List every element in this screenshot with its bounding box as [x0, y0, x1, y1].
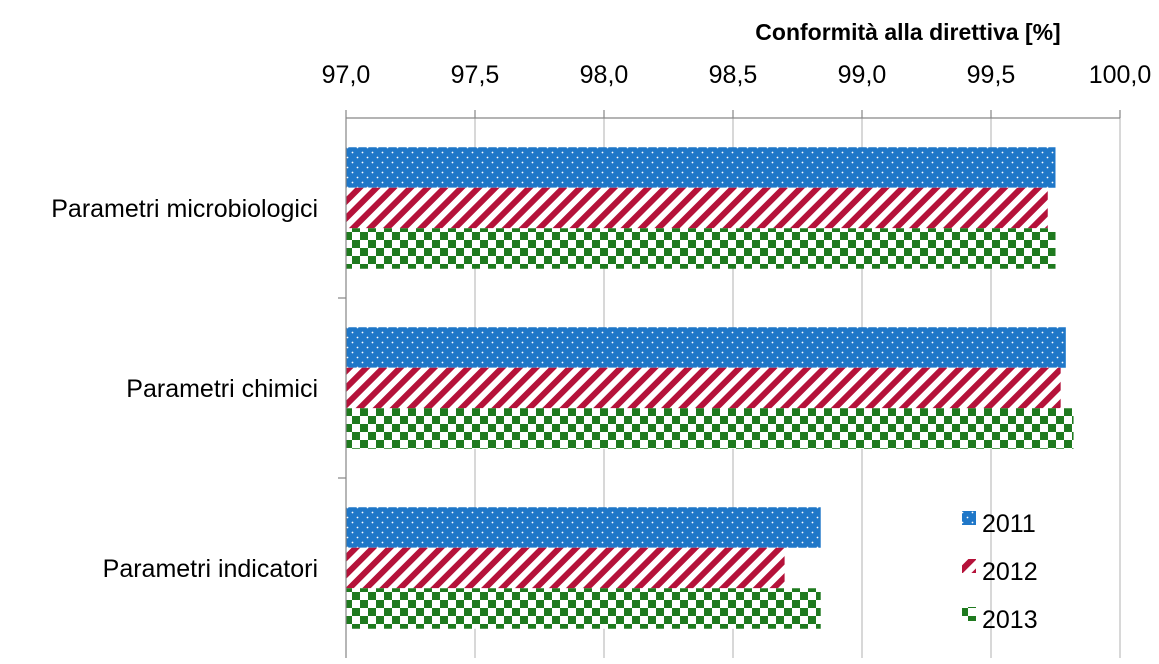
- legend-swatch-2011: [962, 511, 976, 525]
- legend-label: 2013: [982, 606, 1038, 634]
- x-tick-label: 97,5: [451, 61, 500, 89]
- bar-2011-2: [346, 507, 821, 548]
- bar-2011-0: [346, 147, 1056, 188]
- legend-label: 2011: [982, 510, 1036, 538]
- legend-label: 2012: [982, 558, 1038, 586]
- bar-2013-1: [346, 408, 1074, 449]
- category-label: Parametri chimici: [126, 375, 318, 403]
- category-label: Parametri microbiologici: [51, 195, 318, 223]
- x-tick-label: 98,5: [709, 61, 758, 89]
- category-label: Parametri indicatori: [103, 555, 318, 583]
- bar-2013-2: [346, 588, 821, 629]
- bar-2012-0: [346, 187, 1048, 229]
- x-tick-label: 99,5: [967, 61, 1016, 89]
- bar-2011-1: [346, 327, 1066, 368]
- axes: [338, 110, 1121, 658]
- legend: 2011 2012 2013: [962, 510, 1038, 634]
- x-tick-label: 99,0: [838, 61, 887, 89]
- legend-swatch-2012: [962, 559, 976, 573]
- bar-2012-2: [346, 547, 785, 589]
- bar-2012-1: [346, 367, 1061, 409]
- x-tick-label: 98,0: [580, 61, 629, 89]
- bars: [346, 147, 1074, 629]
- x-tick-label: 97,0: [322, 61, 371, 89]
- labels: 97,0 97,5 98,0 98,5 99,0 99,5 100,0 Conformità …: [51, 19, 1151, 583]
- legend-swatch-2013: [962, 607, 976, 621]
- x-tick-label: 100,0: [1089, 61, 1152, 89]
- x-axis-title: Conformità alla direttiva [%]: [755, 19, 1060, 45]
- bar-2013-0: [346, 228, 1056, 269]
